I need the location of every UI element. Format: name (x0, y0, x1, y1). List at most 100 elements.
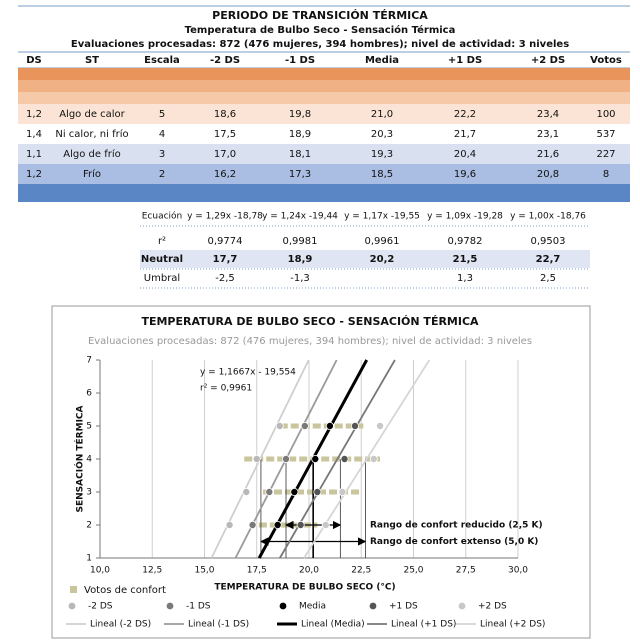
table-cell: 19,8 (289, 109, 311, 120)
fit-cell: 20,2 (370, 254, 395, 265)
table-cell: 5 (159, 109, 165, 120)
table-cell: 18,9 (289, 129, 311, 140)
x-tick-label: 22,5 (351, 566, 371, 576)
fit-cell: y = 1,29x -18,78 (187, 212, 263, 222)
chart-title: TEMPERATURA DE BULBO SECO - SENSACIÓN TÉ… (141, 315, 479, 328)
fit-cell: 1,3 (457, 273, 473, 284)
annotation: r² = 0,9961 (200, 384, 252, 394)
table-cell: 537 (596, 129, 615, 140)
table-cell: 17,0 (214, 149, 236, 160)
table-cell: 227 (596, 149, 615, 160)
table-cell: 1,2 (26, 109, 42, 120)
table-row (18, 124, 630, 144)
legend-label: Lineal (-2 DS) (90, 620, 151, 630)
table-cell: 23,1 (537, 129, 559, 140)
fit-cell: 18,9 (288, 254, 313, 265)
column-header: DS (26, 55, 42, 66)
range-label: Rango de confort reducido (2,5 K) (370, 521, 543, 531)
table-cell: 16,2 (214, 169, 236, 180)
data-point (290, 487, 299, 496)
data-point (273, 521, 282, 530)
legend-label: Lineal (Media) (301, 620, 365, 630)
table-cell: 3 (159, 149, 165, 160)
data-point (248, 521, 257, 530)
data-point (369, 454, 378, 463)
legend-label: Votos de confort (84, 585, 166, 596)
table-cell: 20,3 (371, 129, 393, 140)
data-point (225, 521, 234, 530)
fit-cell: 0,9503 (531, 236, 566, 247)
data-point (321, 521, 330, 530)
y-axis-label: SENSACIÓN TÉRMICA (74, 405, 86, 512)
table-row (18, 92, 630, 104)
y-tick-label: 4 (86, 455, 92, 465)
table-cell: 20,4 (454, 149, 476, 160)
table-cell: 18,6 (214, 109, 236, 120)
column-header: Media (365, 55, 399, 66)
range-label: Rango de confort extenso (5,0 K) (370, 537, 538, 547)
table-cell: 18,1 (289, 149, 311, 160)
table-cell: 20,8 (537, 169, 559, 180)
data-point (311, 454, 320, 463)
column-header: Votos (590, 55, 622, 66)
fit-cell: y = 1,09x -19,28 (427, 212, 503, 222)
data-point (242, 487, 251, 496)
legend-label: Media (299, 602, 326, 612)
annotation: y = 1,1667x - 19,554 (200, 368, 296, 378)
table-cell: 23,4 (537, 109, 559, 120)
y-tick-label: 1 (86, 554, 92, 564)
column-header: -2 DS (210, 55, 240, 66)
fit-cell: y = 1,00x -18,76 (510, 212, 586, 222)
fit-cell: 2,5 (540, 273, 556, 284)
chart-frame (51, 305, 591, 639)
table-cell: 8 (603, 169, 609, 180)
data-point (252, 454, 261, 463)
fit-label: Neutral (141, 254, 183, 265)
fit-cell: -2,5 (215, 273, 235, 284)
table-cell: 1,1 (26, 149, 42, 160)
table-cell: Frío (83, 168, 101, 180)
legend-label: Lineal (+2 DS) (480, 620, 545, 630)
column-header: Escala (144, 55, 180, 66)
fit-cell: 22,7 (536, 254, 561, 265)
column-header: -1 DS (285, 55, 315, 66)
x-tick-label: 10,0 (90, 566, 110, 576)
table-cell: 22,2 (454, 109, 476, 120)
data-point (325, 421, 334, 430)
legend-label: -2 DS (88, 602, 113, 612)
fit-cell: 17,7 (213, 254, 238, 265)
column-header: +1 DS (448, 55, 482, 66)
legend-marker (369, 602, 377, 610)
fit-cell: y = 1,24x -19,44 (262, 212, 338, 222)
data-point (313, 487, 322, 496)
data-point (282, 454, 291, 463)
fit-cell: 21,5 (453, 254, 478, 265)
data-point (300, 421, 309, 430)
data-point (376, 421, 385, 430)
table-cell: 1,4 (26, 129, 42, 140)
x-tick-label: 12,5 (142, 566, 162, 576)
y-tick-label: 3 (86, 488, 92, 498)
legend-marker (279, 602, 287, 610)
legend-label: +1 DS (389, 602, 418, 612)
legend-label: -1 DS (186, 602, 211, 612)
data-point (296, 521, 305, 530)
data-point (275, 421, 284, 430)
y-tick-label: 5 (86, 422, 92, 432)
legend-marker (166, 602, 174, 610)
data-point (338, 487, 347, 496)
fit-cell: 0,9782 (448, 236, 483, 247)
y-tick-label: 7 (86, 356, 92, 366)
x-tick-label: 27,5 (456, 566, 476, 576)
fit-label: Ecuación (142, 211, 183, 222)
y-tick-label: 6 (86, 389, 92, 399)
legend-marker (458, 602, 466, 610)
y-tick-label: 2 (86, 521, 92, 531)
table-cell: 100 (596, 109, 615, 120)
legend-label: +2 DS (478, 602, 507, 612)
column-header: ST (85, 55, 99, 66)
fit-label: r² (158, 236, 166, 247)
table-cell: Algo de calor (59, 109, 125, 120)
chart-subtitle: Evaluaciones procesadas: 872 (476 mujere… (88, 336, 532, 347)
data-point (350, 421, 359, 430)
